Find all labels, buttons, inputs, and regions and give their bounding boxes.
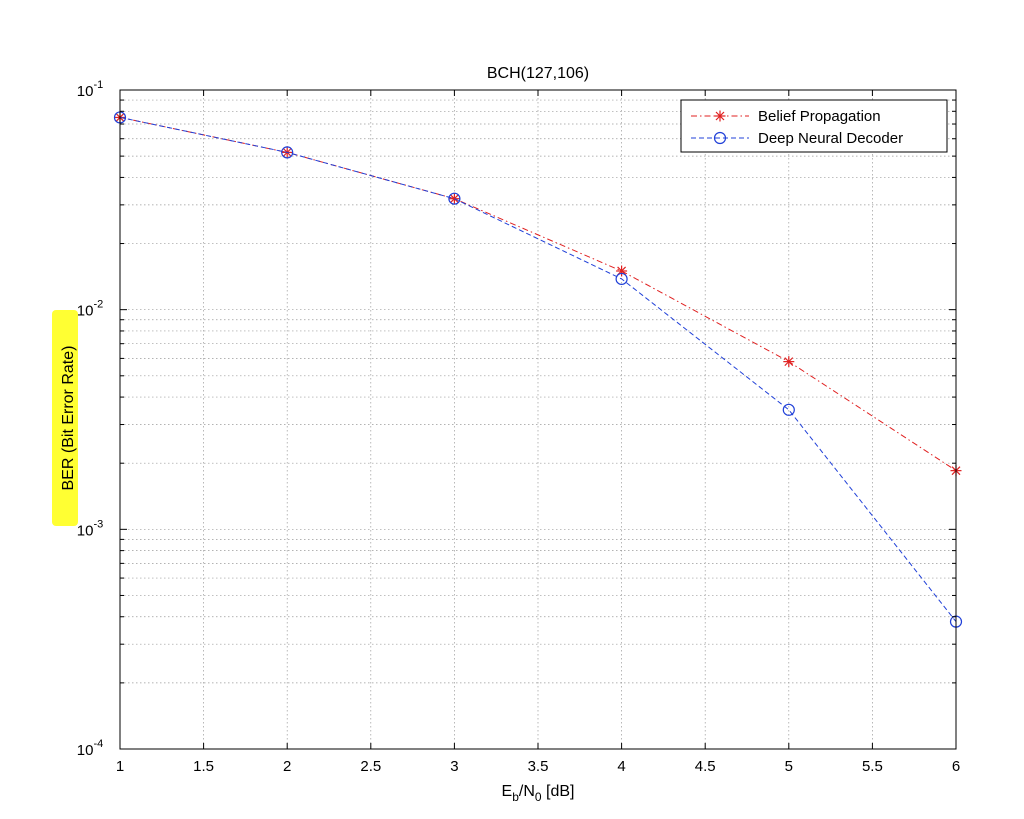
x-tick-label: 2	[283, 758, 291, 775]
y-tick-label-base: 10	[77, 742, 94, 759]
legend: Belief Propagation Deep Neural Decoder	[680, 99, 948, 153]
y-tick-label-exponent: -4	[93, 738, 103, 750]
data-point	[782, 403, 795, 416]
x-axis-label-tail: [dB]	[542, 783, 575, 800]
y-tick-label-base: 10	[77, 522, 94, 539]
legend-label: Belief Propagation	[758, 108, 881, 125]
data-point	[783, 356, 795, 368]
x-tick-label: 3.5	[528, 758, 549, 775]
x-axis-label: Eb/N0 [dB]	[502, 783, 575, 804]
asterisk-stroke	[715, 111, 725, 121]
legend-marker	[713, 131, 727, 145]
x-tick-label: 6	[952, 758, 960, 775]
y-tick-label-exponent: -1	[93, 79, 103, 91]
x-axis-label-sub1: b	[512, 790, 519, 804]
x-tick-label: 4	[617, 758, 625, 775]
legend-marker	[714, 110, 726, 122]
legend-item: Deep Neural Decoder	[691, 130, 903, 147]
data-point	[448, 192, 461, 205]
y-tick-label-exponent: -3	[93, 518, 103, 530]
y-tick-label: 10-2	[77, 299, 103, 320]
y-tick-label-base: 10	[77, 303, 94, 320]
x-tick-label: 2.5	[360, 758, 381, 775]
legend-item: Belief Propagation	[691, 108, 881, 125]
y-tick-label: 10-4	[77, 738, 103, 759]
y-axis-label-highlight	[52, 310, 78, 526]
ticks: 1 1.5 2 2.5 3 3.5 4 4.5 5 5.5 610-110-210-310-4	[77, 79, 960, 775]
x-axis-label-base: E	[502, 783, 513, 800]
series-2	[113, 111, 963, 628]
x-tick-label: 4.5	[695, 758, 716, 775]
asterisk-stroke	[784, 357, 794, 367]
x-axis-label-mid: /N	[519, 783, 535, 800]
y-tick-label: 10-3	[77, 518, 103, 539]
x-tick-label: 3	[450, 758, 458, 775]
y-tick-label-exponent: -2	[93, 299, 103, 311]
y-tick-label: 10-1	[77, 79, 103, 100]
y-tick-label-base: 10	[77, 83, 94, 100]
x-tick-label: 5	[785, 758, 793, 775]
legend-label: Deep Neural Decoder	[758, 130, 903, 147]
x-tick-label: 1	[116, 758, 124, 775]
series-layer	[113, 111, 963, 628]
x-tick-label: 5.5	[862, 758, 883, 775]
series-line	[119, 116, 957, 472]
data-point	[281, 146, 294, 159]
data-point	[615, 272, 628, 286]
series-line	[119, 116, 957, 622]
y-axis-label: BER (Bit Error Rate)	[60, 346, 77, 491]
chart-title: BCH(127,106)	[487, 65, 589, 82]
x-axis-label-sub2: 0	[535, 790, 542, 804]
legend-items: Belief Propagation Deep Neural Decoder	[691, 108, 903, 147]
legend-box	[680, 99, 948, 153]
x-tick-label: 1.5	[193, 758, 214, 775]
y-axis-label-group: BER (Bit Error Rate)	[52, 310, 78, 526]
